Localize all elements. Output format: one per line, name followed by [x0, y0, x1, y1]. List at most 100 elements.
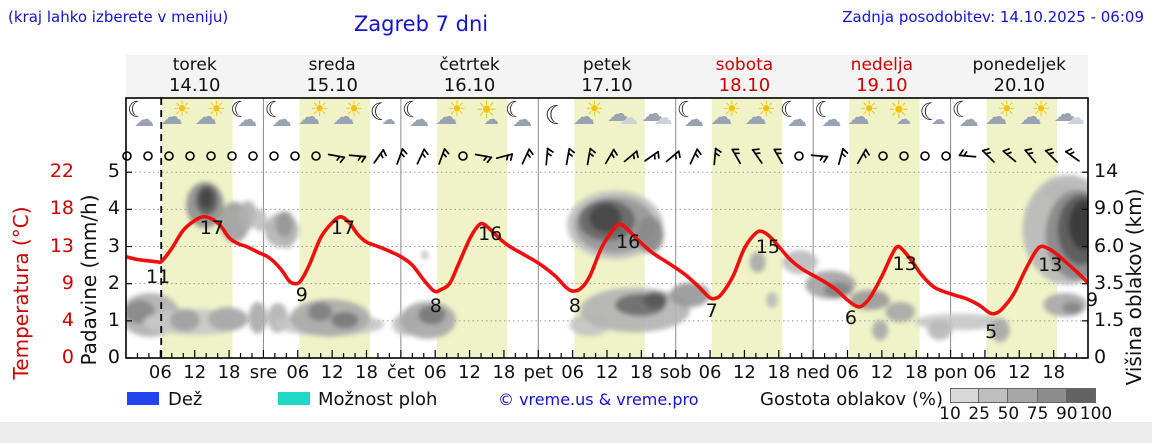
day-abbrev-label: čet — [386, 362, 415, 383]
density-tick-label: 10 — [939, 404, 961, 424]
precip-tick-label: 1 — [107, 308, 120, 331]
weather-icon-moon-cloud: ☾ ☁ — [264, 98, 292, 131]
density-segment — [1008, 388, 1038, 403]
day-header-nedelja: nedelja 19.10 — [813, 55, 950, 98]
wind-barb-icon — [327, 146, 347, 166]
time-tick-label: 12 — [732, 362, 756, 383]
temperature-curve — [126, 214, 1088, 316]
day-name: sreda — [308, 55, 356, 75]
cloud-height-tick-label: 1.5 — [1094, 308, 1125, 331]
precip-tick-label: 0 — [107, 346, 120, 368]
time-tick-label: 06 — [836, 362, 859, 383]
wind-calm-icon — [264, 146, 284, 166]
time-tick-label: 12 — [1007, 362, 1031, 383]
temp-value-label: 17 — [199, 216, 224, 239]
day-header-torek: torek 14.10 — [126, 55, 263, 98]
wind-barb-icon — [852, 146, 872, 166]
day-header-sobota: sobota 18.10 — [676, 55, 813, 98]
wind-barb-icon — [831, 146, 851, 166]
wind-barb-icon — [999, 146, 1019, 166]
wind-barb-icon — [1020, 146, 1040, 166]
wind-barb-icon — [621, 146, 641, 166]
weather-icon-sun-cloud: ☀ ☁ — [435, 97, 467, 130]
wind-calm-icon — [222, 146, 242, 166]
weather-icon-moon-cloud: ☾ ☁ — [676, 98, 704, 131]
day-name: torek — [172, 55, 217, 75]
wind-barb-icon — [747, 146, 767, 166]
weather-icon-clouds: ☁ ☁ — [641, 102, 673, 129]
day-name: četrtek — [439, 55, 500, 75]
day-abbrev-label: sre — [249, 362, 278, 383]
temp-tick-label: 9 — [61, 271, 74, 294]
temp-value-label: 8 — [429, 294, 442, 317]
wind-barb-icon — [768, 146, 788, 166]
wind-barb-icon — [411, 146, 431, 166]
time-tick-label: 18 — [629, 362, 653, 383]
day-header-ponedeljek: ponedeljek 20.10 — [951, 55, 1088, 98]
time-tick-label: 18 — [492, 362, 516, 383]
temp-value-label: 13 — [892, 252, 917, 275]
wind-barb-icon — [474, 146, 494, 166]
density-segment — [1066, 388, 1096, 403]
wind-barb-icon — [579, 146, 599, 166]
day-name: nedelja — [850, 55, 914, 75]
wind-calm-icon — [453, 146, 473, 166]
day-abbrev-label: ned — [796, 362, 831, 383]
cloud-height-tick-label: 9.0 — [1094, 197, 1125, 220]
day-date: 17.10 — [581, 74, 633, 96]
precip-tick-label: 5 — [107, 160, 120, 183]
rain-swatch — [127, 392, 159, 405]
wind-barb-icon — [369, 146, 389, 166]
wind-barb-icon — [978, 146, 998, 166]
wind-barb-icon — [726, 146, 746, 166]
weather-icon-sun-small-cloud: ☀ ☁ — [888, 96, 912, 128]
temp-value-label: 17 — [330, 216, 356, 239]
weather-icon-moon-cloud: ☾ ☁ — [230, 98, 258, 131]
temp-tick-label: 22 — [49, 160, 74, 183]
wind-barb-icon — [663, 146, 683, 166]
day-header-petek: petek 17.10 — [538, 55, 675, 98]
day-abbrev-label: pon — [933, 362, 968, 383]
weather-icon-moon: ☾ — [544, 101, 568, 131]
temp-value-label: 5 — [985, 320, 998, 343]
density-tick-label: 75 — [1026, 404, 1049, 424]
weather-icon-sun-cloud: ☀ ☁ — [160, 97, 192, 130]
precip-tick-label: 3 — [107, 234, 120, 257]
weather-icon-sun-cloud: ☀ ☁ — [744, 97, 776, 130]
weather-icon-moon-cloud: ☾ ☁ — [814, 98, 842, 131]
wind-calm-icon — [159, 146, 179, 166]
day-name: sobota — [715, 55, 774, 75]
wind-barb-icon — [705, 146, 725, 166]
wind-calm-icon — [894, 146, 914, 166]
last-update-text: Zadnja posodobitev: 14.10.2025 - 06:09 — [842, 8, 1144, 26]
cloud-height-tick-label: 3.5 — [1094, 271, 1125, 294]
weather-icon-sun-cloud: ☀ ☁ — [985, 97, 1016, 130]
page-title: Zagreb 7 dni — [353, 12, 489, 36]
weather-icon-sun-cloud: ☀ ☁ — [332, 97, 364, 130]
wind-calm-icon — [873, 146, 893, 166]
temp-tick-label: 0 — [61, 346, 74, 368]
time-tick-label: 18 — [1042, 362, 1066, 383]
temp-value-label: 6 — [844, 306, 857, 329]
density-segment — [950, 388, 980, 403]
wind-barb-icon — [390, 146, 410, 166]
wind-calm-icon — [117, 146, 137, 166]
wind-barb-icon — [1062, 146, 1082, 166]
cloud-height-tick-label: 14 — [1094, 160, 1119, 183]
density-tick-label: 90 — [1055, 404, 1078, 424]
day-date: 20.10 — [993, 74, 1046, 96]
temp-tick-label: 18 — [49, 197, 74, 220]
weather-icon-sun-cloud: ☀ ☁ — [572, 97, 604, 130]
time-tick-label: 18 — [217, 362, 241, 383]
time-tick-label: 06 — [148, 362, 172, 383]
density-tick-label: 100 — [1079, 404, 1113, 424]
time-tick-label: 18 — [767, 362, 791, 383]
weather-icon-moon-small-cloud: ☾ ☁ — [369, 98, 396, 128]
time-tick-label: 12 — [183, 362, 207, 383]
temp-value-label: 11 — [145, 265, 171, 288]
copyright-link[interactable]: © vreme.us & vreme.pro — [498, 390, 699, 409]
wind-barb-icon — [642, 146, 662, 166]
showers-swatch — [278, 392, 310, 405]
